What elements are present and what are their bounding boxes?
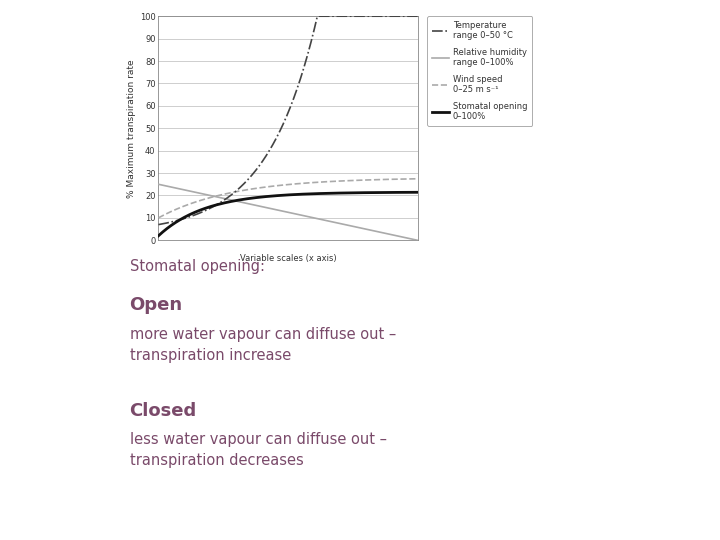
Text: Closed: Closed — [130, 402, 197, 420]
Y-axis label: % Maximum transpiration rate: % Maximum transpiration rate — [127, 59, 135, 198]
Text: Stomatal opening:: Stomatal opening: — [130, 259, 265, 274]
Legend: Temperature
range 0–50 °C, Relative humidity
range 0–100%, Wind speed
0–25 m s⁻¹: Temperature range 0–50 °C, Relative humi… — [427, 16, 532, 126]
Text: less water vapour can diffuse out –
transpiration decreases: less water vapour can diffuse out – tran… — [130, 432, 387, 468]
Text: more water vapour can diffuse out –
transpiration increase: more water vapour can diffuse out – tran… — [130, 327, 396, 363]
Text: Variable scales (x axis): Variable scales (x axis) — [240, 254, 336, 263]
Text: Open: Open — [130, 296, 183, 314]
